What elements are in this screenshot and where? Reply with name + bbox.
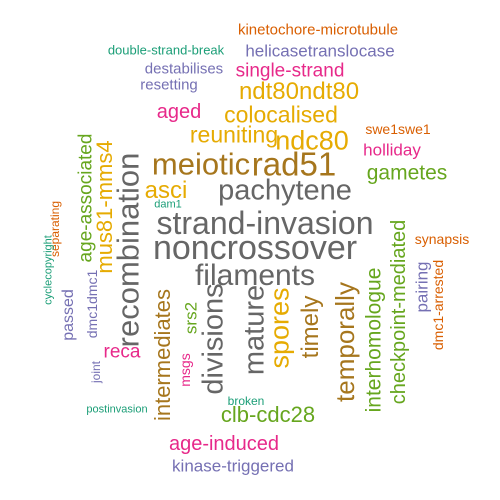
word-asci: asci <box>144 177 188 204</box>
word-ndc80: ndc80 <box>275 125 349 156</box>
word-intermediates: intermediates <box>150 288 175 422</box>
word-swe1swe1: swe1swe1 <box>365 121 431 137</box>
word-dam1: dam1 <box>154 198 182 211</box>
word-kinase-triggered: kinase-triggered <box>172 456 294 476</box>
word-msgs: msgs <box>177 353 193 387</box>
word-divisions: divisions <box>197 283 230 395</box>
word-age-associated: age-associated <box>75 133 97 263</box>
word-filaments: filaments <box>194 259 316 292</box>
word-rad51: rad51 <box>251 145 337 183</box>
word-helicasetranslocase: helicasetranslocase <box>245 41 395 61</box>
word-cyclecopyright: cyclecopyright <box>42 235 55 305</box>
word-kinetochore-microtubule: kinetochore-microtubule <box>237 21 399 39</box>
word-synapsis: synapsis <box>414 231 470 247</box>
word-recombination: recombination <box>110 152 146 348</box>
word-colocalised: colocalised <box>224 101 338 128</box>
word-holliday: holliday <box>363 140 421 160</box>
word-postinvasion: postinvasion <box>86 403 148 416</box>
word-checkpoint-mediated: checkpoint-mediated <box>388 219 410 405</box>
word-joint: joint <box>89 360 103 384</box>
word-spores: spores <box>264 287 295 369</box>
word-age-induced: age-induced <box>168 433 280 455</box>
word-single-strand: single-strand <box>235 60 345 82</box>
word-broken: broken <box>227 394 265 408</box>
word-resetting: resetting <box>140 76 198 94</box>
word-ndt80ndt80: ndt80ndt80 <box>238 78 360 105</box>
word-reca: reca <box>103 341 141 363</box>
word-double-strand-break: double-strand-break <box>107 42 225 58</box>
word-meiotic: meiotic <box>151 146 251 182</box>
word-clb-cdc28: clb-cdc28 <box>220 402 316 427</box>
word-timely: timely <box>297 295 324 359</box>
word-interhomologue: interhomologue <box>362 267 386 413</box>
word-dmc1-arrested: dmc1-arrested <box>430 259 446 351</box>
word-reuniting: reuniting <box>189 121 279 148</box>
word-temporally: temporally <box>330 282 360 402</box>
word-destabilises: destabilises <box>144 60 224 78</box>
word-gametes: gametes <box>366 161 448 185</box>
word-pachytene: pachytene <box>218 174 352 207</box>
word-mus81-mms4: mus81-mms4 <box>92 140 117 274</box>
word-passed: passed <box>60 289 77 341</box>
word-strand-invasion: strand-invasion <box>156 205 374 241</box>
word-noncrossover: noncrossover <box>152 229 358 267</box>
word-pairing: pairing <box>412 261 432 313</box>
word-aged: aged <box>156 101 202 123</box>
word-dmc1dmc1: dmc1dmc1 <box>84 269 100 339</box>
